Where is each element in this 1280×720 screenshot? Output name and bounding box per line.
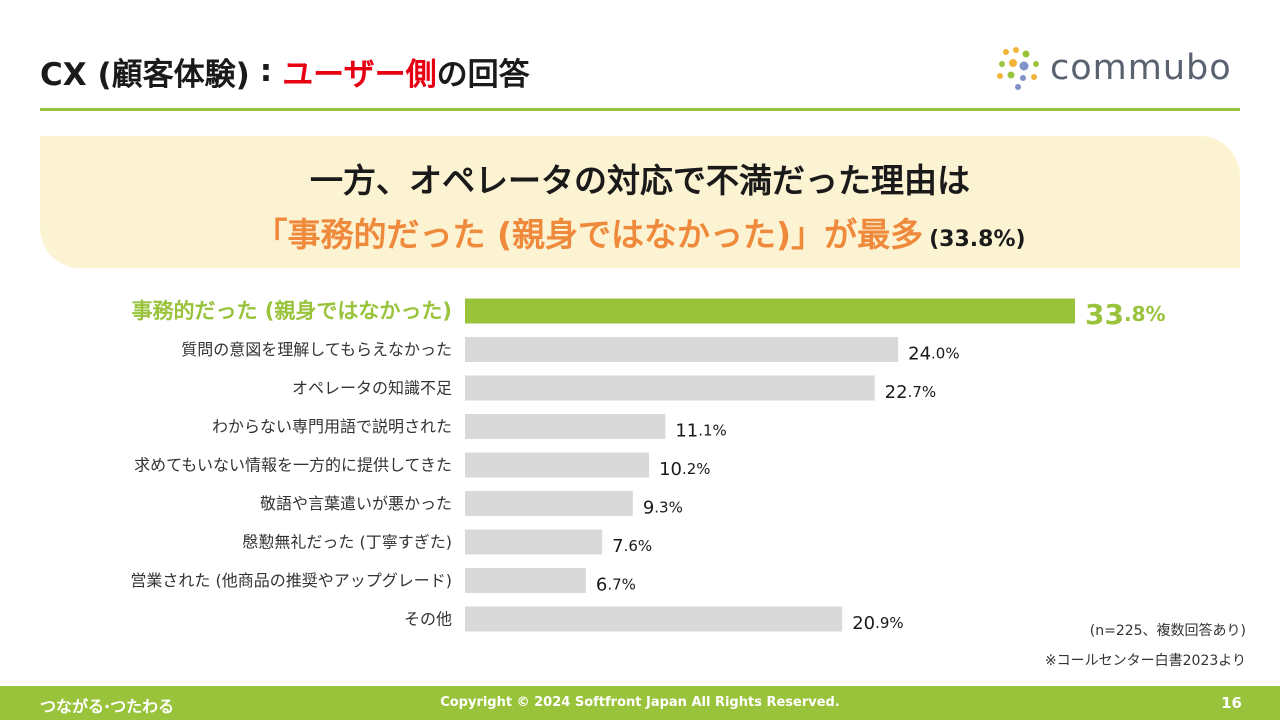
value-label: 22.7%	[885, 382, 936, 403]
value-label-decimal: .3%	[654, 499, 683, 517]
value-label: 11.1%	[675, 420, 726, 441]
bar	[465, 375, 875, 401]
bar	[465, 491, 633, 516]
value-label-integer: 9	[643, 497, 654, 518]
value-label-integer: 24	[908, 343, 931, 364]
bar	[465, 298, 1075, 324]
commubo-logo: commubo	[996, 44, 1246, 92]
headline-banner: 一方、オペレータの対応で不満だった理由は 「事務的だった (親身ではなかった)」…	[40, 136, 1240, 268]
page-title: CX (顧客体験) : ユーザー側 の回答	[40, 46, 530, 96]
category-label: 慇懃無礼だった (丁寧すぎた)	[242, 533, 452, 552]
page-number: 16	[1221, 694, 1242, 712]
value-label: 20.9%	[852, 613, 903, 634]
value-label-decimal: .7%	[607, 576, 636, 594]
value-label-integer: 22	[885, 382, 908, 403]
banner-line-2-text: 「事務的だった (親身ではなかった)」が最多	[254, 215, 924, 254]
value-label-decimal: .7%	[908, 383, 937, 401]
value-label-integer: 11	[675, 420, 698, 441]
value-label: 33.8%	[1085, 298, 1166, 331]
bar-chart-svg: 事務的だった (親身ではなかった) 33.8% 質問の意図を理解してもらえなかった 2…	[130, 298, 1166, 634]
category-label: その他	[404, 610, 452, 629]
category-label: 事務的だった (親身ではなかった)	[131, 299, 452, 323]
footer-tagline: つながる·つたわる	[40, 697, 175, 716]
value-label: 6.7%	[596, 574, 636, 595]
bar	[465, 529, 603, 555]
value-label-decimal: .8%	[1124, 302, 1166, 326]
value-label-decimal: .1%	[698, 422, 727, 440]
value-label-decimal: .6%	[624, 537, 653, 555]
category-label: 営業された (他商品の推奨やアップグレード)	[130, 571, 452, 590]
category-label: 求めてもいない情報を一方的に提供してきた	[134, 456, 452, 475]
value-label-decimal: .0%	[931, 345, 960, 363]
value-label-integer: 7	[612, 536, 623, 557]
category-label: 敬語や言葉遣いが悪かった	[260, 494, 452, 513]
sample-note: (n=225、複数回答あり)	[1089, 623, 1246, 639]
source-note: ※コールセンター白書2023より	[1044, 653, 1246, 669]
title-accent: ユーザー側	[282, 56, 437, 93]
category-label: 質問の意図を理解してもらえなかった	[181, 340, 452, 359]
value-label-integer: 20	[852, 613, 875, 634]
category-label: わからない専門用語で説明された	[212, 417, 452, 436]
banner-line-2-percent: (33.8%)	[929, 227, 1026, 252]
category-label: オペレータの知識不足	[292, 379, 452, 398]
logo-dots-icon	[997, 47, 1039, 90]
footer: つながる·つたわる Copyright © 2024 Softfront Jap…	[0, 686, 1280, 720]
value-label-integer: 6	[596, 574, 607, 595]
banner-line-2: 「事務的だった (親身ではなかった)」が最多 (33.8%)	[40, 208, 1240, 256]
banner-line-1: 一方、オペレータの対応で不満だった理由は	[310, 161, 970, 200]
header-divider	[40, 108, 1240, 111]
value-label-decimal: .9%	[875, 614, 904, 632]
title-prefix: CX (顧客体験)	[40, 56, 250, 93]
bar-chart: 事務的だった (親身ではなかった) 33.8% 質問の意図を理解してもらえなかった 2…	[0, 284, 1280, 644]
logo-text: commubo	[1050, 48, 1232, 88]
value-label: 7.6%	[612, 536, 652, 557]
bar	[465, 606, 843, 632]
value-label: 10.2%	[659, 459, 710, 480]
title-suffix: の回答	[436, 56, 530, 93]
value-label-integer: 33	[1085, 298, 1124, 331]
bar	[465, 452, 650, 478]
bar	[465, 337, 899, 362]
bar	[465, 568, 586, 593]
value-label: 9.3%	[643, 497, 683, 518]
footer-copyright: Copyright © 2024 Softfront Japan All Rig…	[440, 695, 840, 710]
value-label: 24.0%	[908, 343, 959, 364]
value-label-decimal: .2%	[682, 460, 711, 478]
value-label-integer: 10	[659, 459, 682, 480]
bar	[465, 414, 666, 439]
title-separator: :	[259, 53, 273, 89]
